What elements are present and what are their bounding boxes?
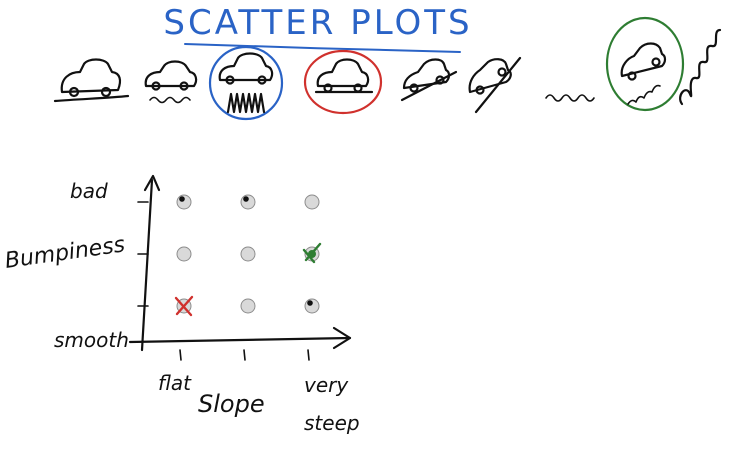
y-axis [140, 178, 154, 352]
red-highlight-circle [303, 49, 383, 115]
scatter-point [304, 194, 320, 210]
scatter-point [240, 246, 256, 262]
point-ink-mark [179, 196, 185, 202]
x-tick-label-right-line1: very [304, 373, 349, 397]
scatter-point [176, 246, 192, 262]
car-flat-wavy-icon [144, 60, 198, 104]
y-tick-label-bottom: smooth [54, 328, 129, 352]
y-axis-title: Bumpiness [3, 232, 126, 274]
page-title: SCATTER PLOTS [163, 3, 472, 43]
green-check-mark [302, 242, 322, 264]
scatter-chart: bad smooth flat very steep Bumpiness Slo… [3, 174, 360, 435]
x-tick-3 [307, 349, 310, 361]
x-tick-label-left: flat [158, 371, 192, 395]
squiggle-loops-icon [679, 28, 722, 106]
green-highlight-circle [605, 16, 685, 112]
car-steep-bumpy-icon [605, 16, 685, 112]
car-flat-spiky-icon [208, 45, 284, 121]
scatter-point [240, 298, 256, 314]
x-axis-arrow [332, 326, 352, 350]
y-axis-arrow [143, 174, 161, 192]
data-points [174, 194, 322, 317]
x-tick-label-right-line2: steep [304, 411, 360, 435]
blue-highlight-circle [208, 45, 284, 121]
squiggle-small-icon [545, 94, 595, 102]
x-axis-title: Slope [198, 390, 265, 418]
x-axis [128, 336, 352, 344]
car-steep-slope-icon [468, 56, 522, 114]
point-ink-mark [307, 300, 313, 306]
axis-ticks [137, 201, 310, 361]
red-x-mark [174, 295, 194, 317]
title-underline [184, 43, 461, 53]
y-tick-label-top: bad [70, 179, 108, 203]
x-tick-1 [179, 349, 182, 361]
x-tick-2 [243, 349, 246, 361]
car-flat-smooth-icon [53, 58, 130, 103]
car-slope-icon [400, 58, 458, 102]
car-flat-road-icon [303, 49, 383, 115]
point-ink-mark [243, 196, 249, 202]
